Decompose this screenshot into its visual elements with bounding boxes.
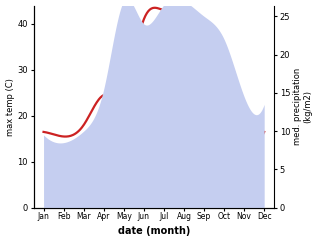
Y-axis label: med. precipitation
(kg/m2): med. precipitation (kg/m2) bbox=[293, 68, 313, 145]
X-axis label: date (month): date (month) bbox=[118, 227, 190, 236]
Y-axis label: max temp (C): max temp (C) bbox=[5, 78, 15, 136]
